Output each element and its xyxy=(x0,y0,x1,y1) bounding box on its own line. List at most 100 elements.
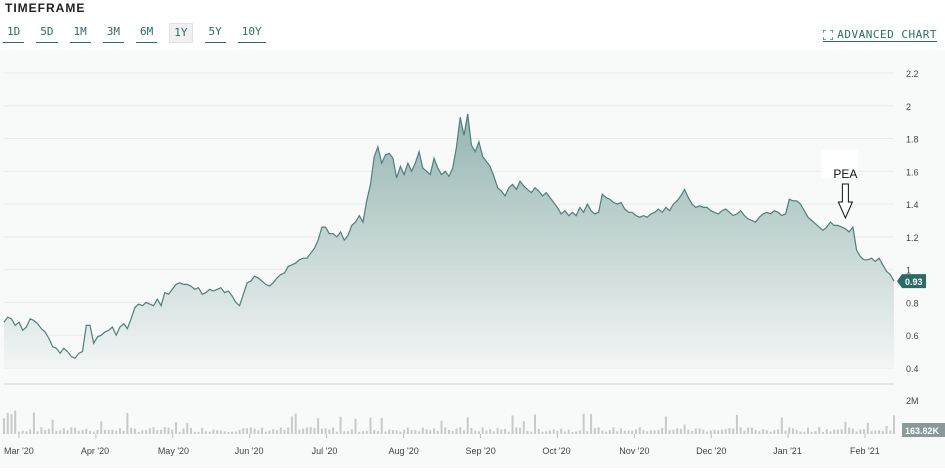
y-tick-label: 1.8 xyxy=(906,135,919,145)
volume-bar xyxy=(448,429,450,434)
volume-bar xyxy=(36,431,39,434)
volume-bar xyxy=(89,430,92,434)
y-tick-label: 1.6 xyxy=(906,167,919,177)
volume-bar xyxy=(171,429,174,434)
volume-bar xyxy=(522,421,525,434)
volume-bar xyxy=(231,431,234,434)
timeframe-1d-button[interactable]: 1D xyxy=(3,23,25,43)
volume-bar xyxy=(208,431,211,434)
volume-bar xyxy=(773,430,776,434)
volume-bar xyxy=(810,431,813,434)
x-tick-label: May '20 xyxy=(158,446,189,456)
volume-bar xyxy=(653,430,656,434)
volume-bar xyxy=(268,430,271,434)
volume-bar xyxy=(17,431,20,434)
volume-bar xyxy=(182,428,185,434)
volume-bar xyxy=(829,431,832,434)
volume-bar xyxy=(388,429,391,434)
volume-bar xyxy=(410,429,413,434)
volume-bar xyxy=(429,430,432,434)
volume-bar xyxy=(818,427,821,434)
volume-bar xyxy=(257,430,260,434)
volume-bar xyxy=(743,430,746,434)
volume-bar xyxy=(638,427,641,434)
volume-bar xyxy=(492,431,495,434)
volume-bar xyxy=(859,429,862,434)
volume-bar xyxy=(74,427,77,434)
annotation-arrow-icon xyxy=(837,183,854,220)
volume-bar xyxy=(309,427,312,434)
volume-bar xyxy=(825,429,828,434)
volume-bar xyxy=(541,431,544,434)
volume-bar xyxy=(6,412,9,434)
volume-bar xyxy=(107,429,110,434)
volume-bar xyxy=(212,429,215,434)
price-area xyxy=(4,114,894,368)
volume-bar xyxy=(713,429,716,434)
annotation-box xyxy=(821,150,858,178)
timeframe-6m-button[interactable]: 6M xyxy=(136,23,158,43)
volume-bar xyxy=(840,429,843,434)
volume-bar xyxy=(732,428,735,434)
timeframe-5y-button[interactable]: 5Y xyxy=(204,23,226,43)
timeframe-1y-button[interactable]: 1Y xyxy=(169,23,193,43)
volume-bar xyxy=(302,428,305,434)
volume-bar xyxy=(290,416,293,434)
volume-bar xyxy=(339,416,342,434)
x-tick-label: Jan '21 xyxy=(773,446,802,456)
timeframe-5d-button[interactable]: 5D xyxy=(36,23,58,43)
volume-bar xyxy=(403,429,406,434)
volume-bar xyxy=(275,430,278,434)
volume-bar xyxy=(706,431,709,434)
price-line xyxy=(3,113,895,359)
volume-bar xyxy=(612,427,615,434)
volume-tick-label: 2M xyxy=(906,396,919,406)
volume-bar xyxy=(347,431,350,434)
timeframe-1m-button[interactable]: 1M xyxy=(69,23,91,43)
volume-bar xyxy=(855,431,858,434)
volume-bar xyxy=(605,431,608,434)
volume-bar xyxy=(717,430,720,434)
volume-bar xyxy=(702,429,705,434)
volume-bar xyxy=(21,430,24,434)
volume-bar xyxy=(646,431,649,434)
timeframe-10y-button[interactable]: 10Y xyxy=(237,23,266,43)
advanced-chart-button[interactable]: ADVANCED CHART xyxy=(823,28,937,42)
x-tick-label: Sep '20 xyxy=(465,446,495,456)
volume-bar xyxy=(29,429,32,434)
volume-bar xyxy=(597,427,600,434)
volume-bar xyxy=(548,430,551,434)
volume-bar xyxy=(578,430,581,434)
y-tick-label: 0.6 xyxy=(906,331,919,341)
volume-bar xyxy=(354,418,357,434)
volume-bar xyxy=(571,431,574,434)
volume-bar xyxy=(556,430,559,434)
volume-bar xyxy=(698,428,701,434)
volume-bar xyxy=(70,427,73,434)
volume-bar xyxy=(238,429,241,434)
volume-last-tag xyxy=(902,423,945,437)
volume-bar xyxy=(216,430,219,434)
volume-bar xyxy=(253,428,256,434)
timeframe-3m-button[interactable]: 3M xyxy=(102,23,124,43)
volume-bar xyxy=(51,419,54,434)
volume-bar xyxy=(496,427,499,434)
price-chart[interactable]: 0.4 0.6 0.8 1 1.2 1.4 1.6 1.8 2 2.2 2M 163.82K Mar… xyxy=(0,50,945,468)
volume-bar xyxy=(563,431,566,434)
volume-bar xyxy=(77,430,80,434)
volume-bar xyxy=(133,428,136,434)
volume-bar xyxy=(821,431,824,434)
volume-bar xyxy=(103,429,106,434)
volume-bar xyxy=(204,431,207,434)
volume-bar xyxy=(601,430,604,434)
x-tick-label: Nov '20 xyxy=(619,446,649,456)
volume-bar xyxy=(3,418,5,434)
volume-bar xyxy=(126,413,129,434)
volume-bar xyxy=(320,428,323,434)
volume-bar xyxy=(833,429,836,434)
volume-bar xyxy=(148,428,151,434)
volume-bar xyxy=(376,431,379,434)
volume-bar xyxy=(414,430,417,434)
volume-bar xyxy=(137,431,140,434)
volume-bar xyxy=(526,430,529,434)
